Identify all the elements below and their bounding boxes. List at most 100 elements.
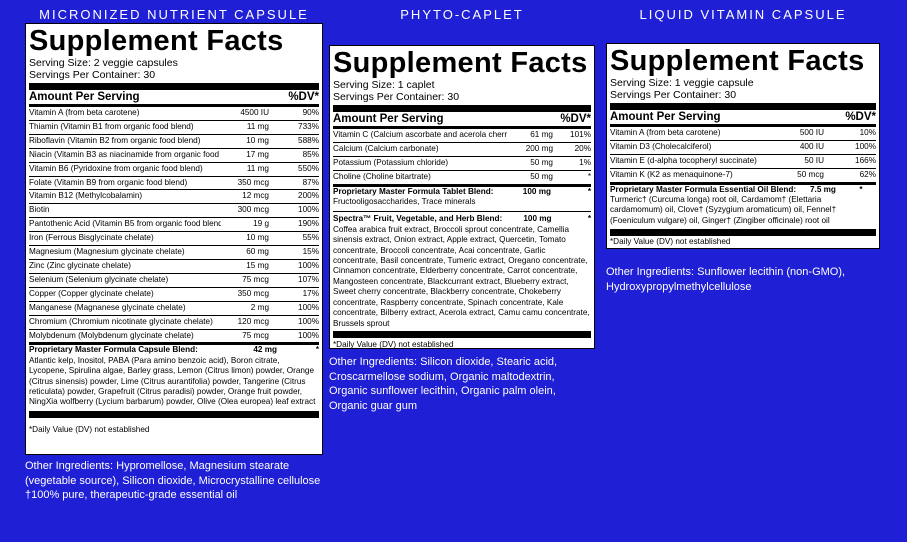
nutrient-amount: 75 mcg bbox=[242, 330, 269, 340]
divider bbox=[29, 342, 319, 346]
other-ingredients-text: Silicon dioxide, Stearic acid, Croscarme… bbox=[329, 356, 558, 412]
nutrient-dv: 90% bbox=[302, 108, 319, 117]
nutrient-amount: 300 mcg bbox=[237, 205, 269, 215]
serving-size: Serving Size: 2 veggie capsules bbox=[29, 57, 178, 69]
nutrient-name: Folate (Vitamin B9 from organic food ble… bbox=[29, 177, 188, 187]
nutrient-dv: 107% bbox=[298, 274, 319, 284]
blend-section: Proprietary Master Formula Essential Oil… bbox=[610, 185, 876, 227]
nutrient-dv: 100% bbox=[298, 302, 319, 312]
nutrient-row: Potassium (Potassium chloride) 50 mg 1% bbox=[333, 157, 591, 171]
nutrient-name: Vitamin A (from beta carotene) bbox=[29, 108, 140, 117]
nutrient-name: Vitamin D3 (Cholecalciferol) bbox=[610, 141, 712, 151]
nutrient-row: Calcium (Calcium carbonate) 200 mg 20% bbox=[333, 143, 591, 157]
nutrient-amount: 60 mg bbox=[246, 247, 269, 257]
nutrient-row: Riboflavin (Vitamin B2 from organic food… bbox=[29, 135, 319, 149]
nutrient-row: Vitamin D3 (Cholecalciferol) 400 IU 100% bbox=[610, 141, 876, 155]
nutrient-name: Vitamin A (from beta carotene) bbox=[610, 128, 721, 137]
nutrient-amount: 350 mcg bbox=[237, 177, 269, 187]
amount-per-serving-label: Amount Per Serving bbox=[333, 113, 444, 125]
divider bbox=[333, 126, 591, 129]
nutrient-dv: 87% bbox=[302, 177, 319, 187]
divider bbox=[29, 104, 319, 107]
nutrient-name: Vitamin K (K2 as menaquinone-7) bbox=[610, 169, 733, 179]
nutrient-row: Vitamin B6 (Pyridoxine from organic food… bbox=[29, 163, 319, 177]
nutrient-dv: 200% bbox=[298, 191, 319, 201]
panel-heading: Supplement Facts bbox=[29, 25, 284, 57]
nutrient-row: Magnesium (Magnesium glycinate chelate) 6… bbox=[29, 246, 319, 260]
nutrient-row: Manganese (Magnanese glycinate chelate) 2… bbox=[29, 302, 319, 316]
blend-dv: * bbox=[315, 345, 319, 355]
nutrient-amount: 15 mg bbox=[246, 260, 269, 270]
nutrient-row: Niacin (Vitamin B3 as niacinamide from o… bbox=[29, 149, 319, 163]
column-header: Amount Per Serving %DV* bbox=[29, 90, 319, 104]
nutrient-amount: 61 mg bbox=[530, 130, 553, 139]
nutrient-dv: * bbox=[587, 171, 591, 181]
product-title: LIQUID VITAMIN CAPSULE bbox=[639, 7, 847, 22]
nutrient-table: Vitamin C (Calcium ascorbate and acerola… bbox=[333, 129, 591, 184]
blend-name: Proprietary Master Formula Tablet Blend: bbox=[333, 186, 494, 196]
nutrient-table: Vitamin A (from beta carotene) 500 IU 10% V… bbox=[610, 127, 876, 182]
blend-amount: 100 mg bbox=[523, 214, 552, 224]
servings-per-container: Servings Per Container: 30 bbox=[610, 89, 737, 101]
column-liquid-vitamin: LIQUID VITAMIN CAPSULE Supplement Facts … bbox=[606, 0, 880, 294]
nutrient-amount: 400 IU bbox=[799, 141, 824, 151]
dv-footnote: *Daily Value (DV) not established bbox=[610, 237, 731, 247]
nutrient-name: Biotin bbox=[29, 205, 50, 215]
other-ingredients: Other Ingredients: Hypromellose, Magnesi… bbox=[25, 459, 323, 488]
nutrient-name: Magnesium (Magnesium glycinate chelate) bbox=[29, 247, 185, 257]
divider bbox=[610, 229, 876, 237]
nutrient-dv: 100% bbox=[298, 205, 319, 215]
nutrient-row: Folate (Vitamin B9 from organic food ble… bbox=[29, 177, 319, 191]
divider bbox=[333, 105, 591, 112]
divider bbox=[610, 181, 876, 185]
dv-footnote: *Daily Value (DV) not established bbox=[29, 424, 150, 434]
nutrient-name: Vitamin B12 (Methylcobalamin) bbox=[29, 191, 143, 201]
nutrient-name: Copper (Copper glycinate chelate) bbox=[29, 288, 154, 298]
nutrient-amount: 350 mcg bbox=[237, 288, 269, 298]
nutrient-row: Chromium (Chromium nicotinate glycinate … bbox=[29, 316, 319, 330]
column-phyto-caplet: PHYTO-CAPLET Supplement Facts Serving Si… bbox=[329, 0, 595, 413]
supplement-facts-panel: Supplement Facts Serving Size: 2 veggie … bbox=[25, 23, 323, 455]
nutrient-dv: 550% bbox=[298, 163, 319, 173]
nutrient-dv: 85% bbox=[302, 149, 319, 159]
dv-label: %DV* bbox=[845, 111, 876, 123]
other-ingredients-label: Other Ingredients: bbox=[329, 356, 418, 368]
divider bbox=[333, 330, 591, 338]
nutrient-row: Vitamin A (from beta carotene) 4500 IU 90% bbox=[29, 107, 319, 121]
dv-label: %DV* bbox=[288, 91, 319, 103]
nutrient-amount: 50 mg bbox=[530, 157, 553, 167]
nutrient-row: Choline (Choline bitartrate) 50 mg * bbox=[333, 171, 591, 184]
divider bbox=[29, 83, 319, 90]
nutrient-dv: 100% bbox=[298, 330, 319, 340]
divider bbox=[610, 124, 876, 127]
nutrient-dv: 55% bbox=[302, 233, 319, 243]
other-ingredients-text: Sunflower lecithin (non-GMO), Hydroxypro… bbox=[606, 266, 846, 293]
amount-per-serving-label: Amount Per Serving bbox=[29, 91, 140, 103]
essential-oil-footnote: †100% pure, therapeutic-grade essential … bbox=[25, 489, 238, 501]
nutrient-amount: 10 mg bbox=[246, 233, 269, 243]
dv-footnote: *Daily Value (DV) not established bbox=[333, 339, 454, 349]
nutrient-dv: 166% bbox=[855, 155, 876, 165]
nutrient-amount: 11 mg bbox=[246, 121, 269, 131]
column-micronized: MICRONIZED NUTRIENT CAPSULE Supplement F… bbox=[25, 0, 323, 503]
blend-name: Proprietary Master Formula Essential Oil… bbox=[610, 184, 797, 194]
nutrient-amount: 17 mg bbox=[246, 149, 269, 159]
nutrient-dv: 15% bbox=[302, 247, 319, 257]
nutrient-dv: 588% bbox=[298, 135, 319, 145]
other-ingredients: Other Ingredients: Silicon dioxide, Stea… bbox=[329, 355, 595, 413]
nutrient-name: Riboflavin (Vitamin B2 from organic food… bbox=[29, 135, 201, 145]
other-ingredients-label: Other Ingredients: bbox=[606, 266, 695, 278]
nutrient-name: Vitamin E (d-alpha tocopheryl succinate) bbox=[610, 155, 757, 165]
divider bbox=[29, 410, 319, 418]
nutrient-dv: 100% bbox=[298, 260, 319, 270]
blend-ingredients: Fructooligosaccharides, Trace minerals bbox=[333, 197, 476, 207]
blend-dv: * bbox=[587, 214, 591, 224]
nutrient-name: Calcium (Calcium carbonate) bbox=[333, 143, 439, 153]
nutrient-dv: 733% bbox=[298, 121, 319, 131]
nutrient-row: Vitamin C (Calcium ascorbate and acerola… bbox=[333, 129, 591, 143]
nutrient-name: Vitamin C (Calcium ascorbate and acerola… bbox=[333, 130, 507, 139]
other-ingredients: Other Ingredients: Sunflower lecithin (n… bbox=[606, 265, 880, 294]
blend-name: Spectra™ Fruit, Vegetable, and Herb Blen… bbox=[333, 214, 503, 224]
nutrient-amount: 2 mg bbox=[250, 302, 269, 312]
nutrient-row: Biotin 300 mcg 100% bbox=[29, 204, 319, 219]
